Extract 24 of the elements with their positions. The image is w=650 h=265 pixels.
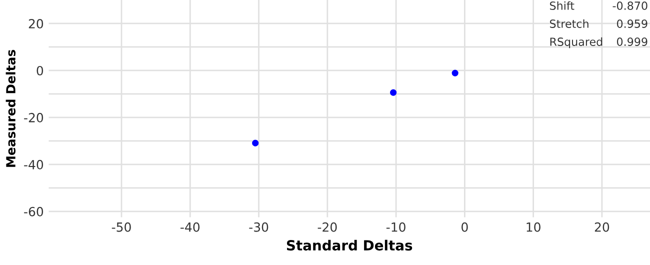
x-tick-label: 20 [594,222,610,232]
y-tick-label: 20 [28,18,44,28]
annotation: -0.870 [612,2,648,10]
x-tick-label: -50 [112,222,131,232]
y-tick-label: -60 [24,206,44,216]
x-tick-label: 10 [526,222,540,232]
x-tick-label: -30 [249,222,268,232]
annotation: 0.959 [616,20,648,28]
y-tick-label: 0 [36,66,44,76]
annotation: 0.999 [616,38,648,46]
y-tick-label: -20 [24,112,44,122]
x-tick-label: -40 [180,222,200,232]
annotation: Shift [550,1,574,10]
x-tick-label: -20 [318,222,337,232]
point [452,70,458,76]
annotation: Stretch [550,19,588,28]
y-axis-title: Measured Deltas [6,50,16,167]
point [390,89,397,96]
x-tick-label: -10 [386,222,406,232]
y-tick-label: -40 [24,160,44,170]
x-tick-label: 0 [462,222,468,232]
x-axis-title: Standard Deltas [286,240,412,251]
point [252,140,259,146]
annotation: RSquared [550,37,602,48]
